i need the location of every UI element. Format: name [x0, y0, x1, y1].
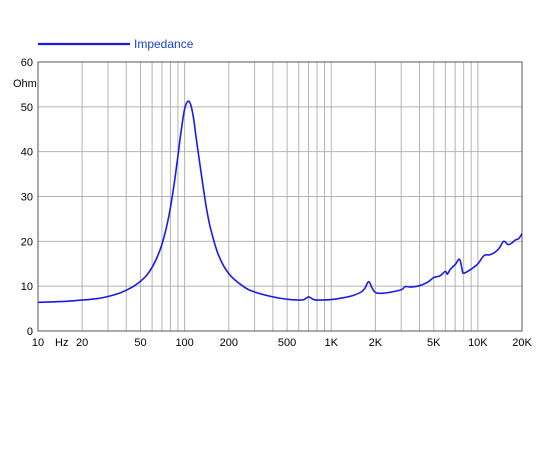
x-tick-label: 500: [278, 337, 296, 349]
series-layer: [37, 100, 523, 304]
x-tick-label: 10: [32, 337, 44, 349]
y-tick-label: 0: [27, 326, 33, 338]
y-tick-label: 30: [21, 192, 33, 204]
y-tick-label: 40: [21, 147, 33, 159]
plot-frame: [37, 61, 523, 332]
y-tick-label: 10: [21, 281, 33, 293]
legend: Impedance: [38, 37, 194, 51]
grid: [37, 61, 523, 332]
y-tick-label: 20: [21, 236, 33, 248]
x-tick-label: 1K: [325, 337, 339, 349]
x-tick-label: 2K: [369, 337, 383, 349]
x-tick-label: 20K: [512, 337, 532, 349]
x-tick-label: 5K: [427, 337, 441, 349]
x-tick-label: 20: [76, 337, 88, 349]
y-tick-label: 60: [21, 57, 33, 69]
x-axis-unit-label: Hz: [55, 337, 68, 349]
y-tick-label: 50: [21, 102, 33, 114]
legend-label: Impedance: [134, 37, 194, 51]
x-tick-label: 200: [220, 337, 238, 349]
x-tick-label: 10K: [468, 337, 488, 349]
x-tick-label: 50: [134, 337, 146, 349]
x-tick-label: 100: [175, 337, 193, 349]
y-axis-label: Ohm: [13, 78, 37, 90]
impedance-series-line: [37, 100, 523, 304]
